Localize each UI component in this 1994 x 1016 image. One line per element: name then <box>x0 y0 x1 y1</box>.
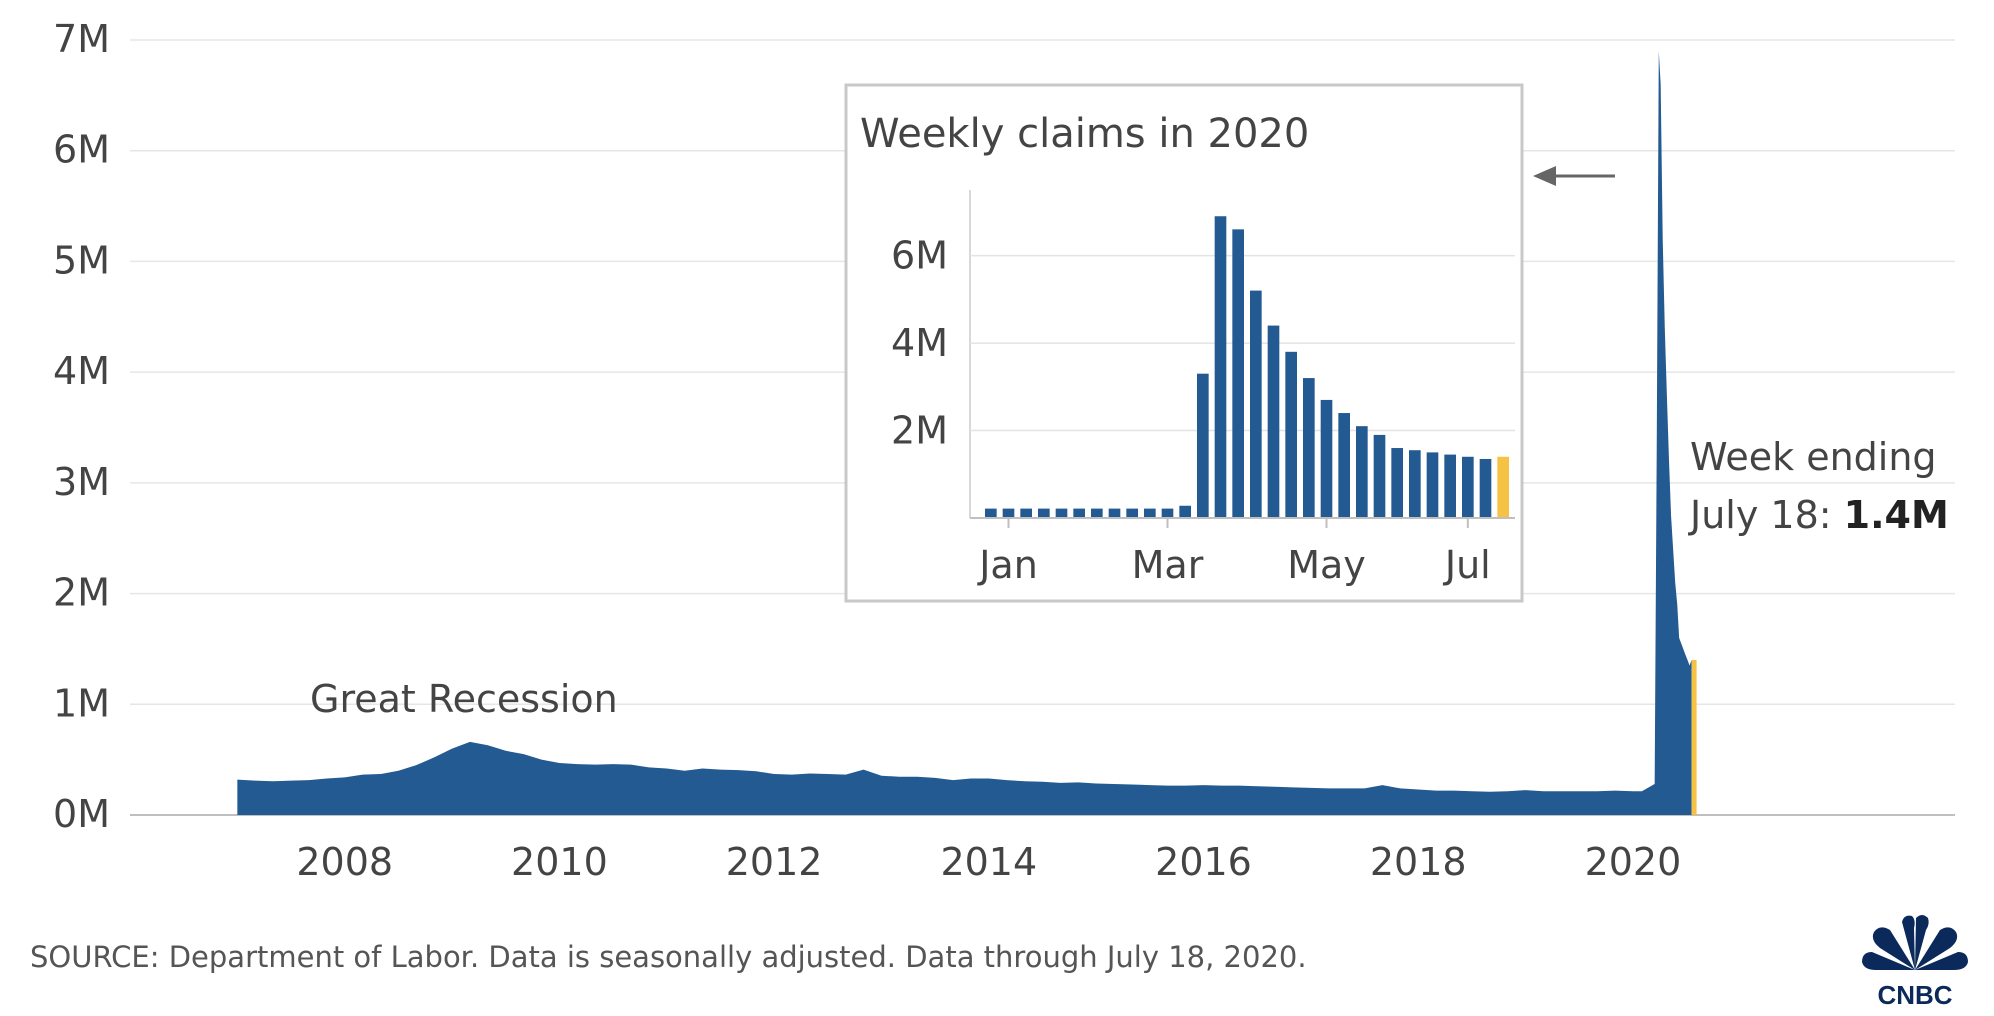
inset-bar <box>1144 508 1156 518</box>
inset-bar <box>1108 508 1121 518</box>
inset-bar <box>1232 229 1244 519</box>
inset-bar <box>1303 378 1315 518</box>
main-x-tick-label: 2008 <box>296 840 393 884</box>
logo-wordmark: CNBC <box>1877 980 1952 1010</box>
inset-bar <box>1179 505 1191 518</box>
annotation-great-recession: Great Recession <box>310 677 618 721</box>
inset-bar <box>1391 448 1403 518</box>
main-y-tick-label: 2M <box>53 571 110 615</box>
inset-bar <box>1091 508 1103 518</box>
main-y-tick-label: 1M <box>53 681 110 725</box>
main-x-tick-label: 2020 <box>1585 840 1682 884</box>
inset-x-tick-label: May <box>1287 543 1366 587</box>
inset-bar <box>1126 508 1138 518</box>
main-area-series <box>237 51 1697 816</box>
main-x-tick-labels: 2008 2010 2012 2014 2016 2018 2020 <box>296 840 1681 884</box>
inset-x-tick-label: Mar <box>1132 543 1204 587</box>
inset-bar <box>1002 508 1015 518</box>
arrow-head-icon <box>1533 166 1556 186</box>
inset-bar <box>1356 426 1368 518</box>
main-y-tick-label: 6M <box>53 128 110 172</box>
annotation-week-ending-value: 1.4M <box>1844 493 1949 537</box>
main-y-tick-label: 3M <box>53 460 110 504</box>
annotation-week-ending-date: July 18: <box>1688 493 1844 537</box>
main-y-tick-label: 0M <box>53 792 110 836</box>
main-annotations: Great Recession Week ending July 18: 1.4M <box>310 166 1949 721</box>
main-x-tick-label: 2010 <box>511 840 608 884</box>
main-y-tick-label: 7M <box>53 17 110 61</box>
main-x-tick-label: 2018 <box>1370 840 1467 884</box>
inset-bar <box>1020 508 1032 518</box>
inset-bar <box>1338 413 1350 518</box>
inset-title: Weekly claims in 2020 <box>860 111 1309 157</box>
inset-bar <box>1479 458 1492 518</box>
inset-bar <box>1426 452 1439 518</box>
inset-bar <box>1073 508 1085 518</box>
inset-bar <box>1267 325 1280 518</box>
inset-bar <box>1250 290 1262 518</box>
inset-bar <box>1462 456 1474 518</box>
annotation-week-ending-line1: Week ending <box>1690 435 1937 479</box>
inset-bar <box>1038 508 1050 518</box>
inset-bar <box>1055 508 1068 518</box>
inset-y-tick-label: 2M <box>891 409 948 453</box>
inset-y-tick-label: 4M <box>891 321 948 365</box>
annotation-week-ending-line2: July 18: 1.4M <box>1688 493 1949 537</box>
inset-bar <box>985 508 997 518</box>
main-x-tick-label: 2014 <box>940 840 1037 884</box>
main-y-tick-label: 4M <box>53 349 110 393</box>
cnbc-peacock-logo-icon: CNBC <box>1862 915 1968 1010</box>
inset-bar <box>1161 508 1174 518</box>
inset-chart: Weekly claims in 2020 2M 4M 6M Jan Mar May Jul <box>844 83 1524 603</box>
inset-x-tick-label: Jul <box>1443 543 1491 587</box>
main-x-tick-label: 2016 <box>1155 840 1252 884</box>
main-y-tick-label: 5M <box>53 238 110 282</box>
inset-bar <box>1197 373 1209 518</box>
main-highlight-bar <box>1691 660 1697 815</box>
inset-y-tick-label: 6M <box>891 234 948 278</box>
inset-bar <box>1444 454 1456 518</box>
inset-bar <box>1214 216 1227 519</box>
inset-bar <box>1373 434 1386 518</box>
inset-bar <box>1320 399 1333 518</box>
main-y-tick-labels: 0M 1M 2M 3M 4M 5M 6M 7M <box>53 17 110 836</box>
source-note: SOURCE: Department of Labor. Data is sea… <box>30 940 1307 974</box>
inset-bar <box>1285 351 1297 518</box>
inset-x-tick-label: Jan <box>977 543 1038 587</box>
inset-bar <box>1409 450 1421 518</box>
main-x-tick-label: 2012 <box>726 840 823 884</box>
inset-bar <box>1497 456 1509 518</box>
